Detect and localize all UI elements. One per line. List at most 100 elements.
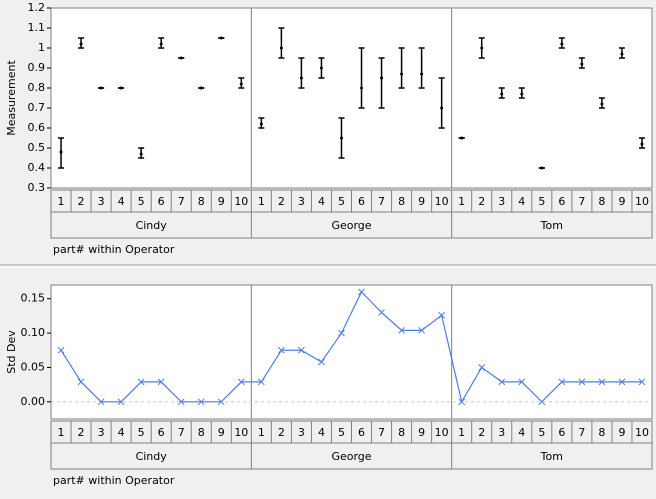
x-tick-label: 7 bbox=[178, 426, 185, 439]
x-tick-label: 2 bbox=[78, 426, 85, 439]
y-tick-label: 0.5 bbox=[28, 141, 46, 154]
std-dev-marker bbox=[237, 378, 245, 386]
mean-point bbox=[400, 72, 404, 76]
x-tick-label: 10 bbox=[435, 195, 449, 208]
x-tick-label: 3 bbox=[98, 195, 105, 208]
x-tick-label: 7 bbox=[578, 195, 585, 208]
x-tick-label: 10 bbox=[635, 426, 649, 439]
group-label: Cindy bbox=[136, 219, 168, 232]
group-label: Cindy bbox=[136, 450, 168, 463]
mean-point bbox=[380, 76, 384, 80]
x-tick-label: 8 bbox=[398, 426, 405, 439]
std-dev-marker bbox=[598, 378, 606, 386]
plot-area bbox=[50, 7, 653, 189]
group-label: George bbox=[331, 219, 371, 232]
std-dev-marker bbox=[318, 358, 325, 366]
x-tick-label: 4 bbox=[518, 426, 525, 439]
x-tick-label: 1 bbox=[258, 426, 265, 439]
x-tick-label: 10 bbox=[435, 426, 449, 439]
mean-point bbox=[620, 52, 624, 56]
x-tick-label: 5 bbox=[138, 195, 145, 208]
x-tick-label: 7 bbox=[578, 426, 585, 439]
std-dev-marker bbox=[378, 309, 385, 316]
std-dev-marker bbox=[57, 346, 65, 354]
std-dev-marker bbox=[77, 378, 85, 386]
x-tick-label: 9 bbox=[418, 195, 425, 208]
mean-point bbox=[560, 42, 564, 46]
x-tick-label: 1 bbox=[58, 426, 65, 439]
x-tick-label: 2 bbox=[478, 195, 485, 208]
x-tick-label: 8 bbox=[198, 195, 205, 208]
y-tick-label: 0.05 bbox=[21, 360, 46, 373]
x-tick-label: 6 bbox=[558, 426, 565, 439]
std-dev-marker bbox=[418, 327, 425, 334]
std-dev-marker bbox=[358, 288, 365, 296]
x-tick-label: 1 bbox=[58, 195, 65, 208]
std-dev-marker bbox=[618, 378, 626, 386]
y-tick-label: 1.2 bbox=[28, 1, 46, 14]
mean-point bbox=[119, 86, 123, 90]
x-tick-label: 9 bbox=[218, 426, 225, 439]
y-tick-label: 0.4 bbox=[28, 161, 46, 174]
mean-point bbox=[319, 66, 323, 70]
std-dev-marker bbox=[257, 378, 265, 386]
mean-point bbox=[219, 36, 223, 40]
x-tick-label: 10 bbox=[234, 195, 248, 208]
mean-point bbox=[179, 56, 183, 60]
std-dev-marker bbox=[117, 398, 125, 406]
x-tick-label: 4 bbox=[118, 195, 125, 208]
std-dev-marker bbox=[638, 378, 646, 386]
mean-point bbox=[580, 62, 584, 66]
mean-point bbox=[460, 136, 464, 140]
x-tick-label: 6 bbox=[158, 195, 165, 208]
x-tick-label: 10 bbox=[234, 426, 248, 439]
x-tick-label: 9 bbox=[218, 195, 225, 208]
x-tick-label: 1 bbox=[458, 195, 465, 208]
mean-point bbox=[540, 166, 544, 170]
std-dev-marker bbox=[398, 327, 405, 334]
std-dev-marker bbox=[197, 398, 205, 406]
mean-point bbox=[99, 86, 103, 90]
x-tick-label: 3 bbox=[298, 195, 305, 208]
std-dev-marker bbox=[338, 329, 345, 337]
y-tick-label: 0.6 bbox=[28, 121, 46, 134]
x-tick-label: 6 bbox=[158, 426, 165, 439]
x-tick-label: 4 bbox=[118, 426, 125, 439]
mean-point bbox=[480, 46, 484, 50]
x-tick-label: 1 bbox=[458, 426, 465, 439]
mean-point bbox=[360, 86, 364, 90]
mean-point bbox=[640, 142, 644, 146]
mean-point bbox=[139, 152, 143, 156]
y-tick-label: 0.00 bbox=[21, 395, 46, 408]
std-dev-line bbox=[60, 290, 642, 404]
x-tick-label: 7 bbox=[378, 195, 385, 208]
x-tick-label: 9 bbox=[418, 426, 425, 439]
x-tick-label: 9 bbox=[618, 195, 625, 208]
group-label: George bbox=[331, 450, 371, 463]
x-tick-label: 1 bbox=[258, 195, 265, 208]
mean-point bbox=[440, 106, 444, 110]
x-tick-label: 3 bbox=[498, 195, 505, 208]
std-dev-marker bbox=[298, 346, 305, 354]
y-axis-label: Std Dev bbox=[5, 330, 18, 374]
mean-point bbox=[420, 72, 424, 76]
x-tick-label: 10 bbox=[635, 195, 649, 208]
x-tick-label: 5 bbox=[538, 426, 545, 439]
x-tick-label: 7 bbox=[178, 195, 185, 208]
x-tick-label: 2 bbox=[478, 426, 485, 439]
x-tick-label: 3 bbox=[98, 426, 105, 439]
x-tick-label: 3 bbox=[298, 426, 305, 439]
group-label: Tom bbox=[540, 450, 563, 463]
mean-point bbox=[199, 86, 203, 90]
y-tick-label: 0.7 bbox=[28, 101, 46, 114]
x-axis-label: part# within Operator bbox=[53, 243, 175, 256]
x-tick-label: 8 bbox=[198, 426, 205, 439]
mean-point bbox=[239, 82, 243, 86]
x-tick-label: 4 bbox=[318, 195, 325, 208]
y-tick-label: 0.8 bbox=[28, 81, 46, 94]
mean-point bbox=[500, 92, 504, 96]
x-tick-label: 6 bbox=[358, 195, 365, 208]
x-tick-label: 6 bbox=[358, 426, 365, 439]
std-dev-marker bbox=[217, 398, 225, 406]
